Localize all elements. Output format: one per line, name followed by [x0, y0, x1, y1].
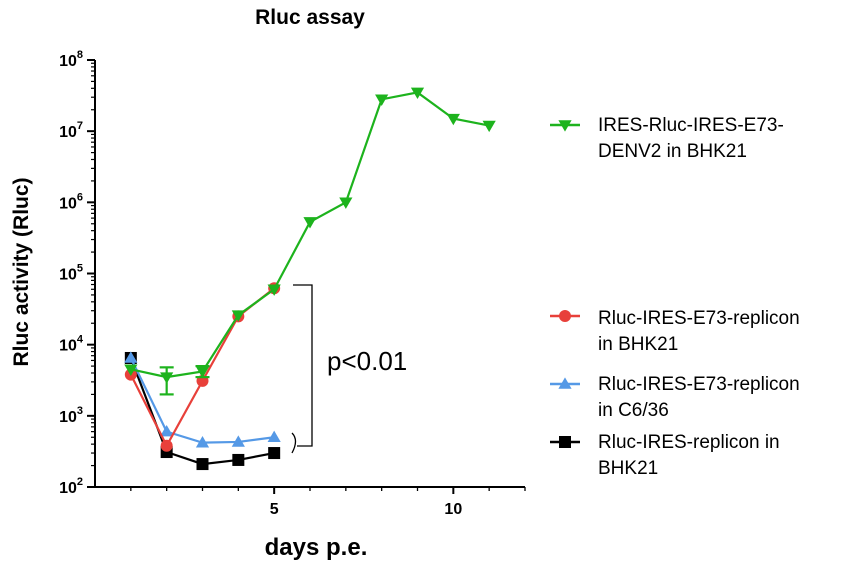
significance-bracket	[293, 284, 313, 447]
data-point	[410, 87, 425, 100]
y-tick-label: 105	[59, 263, 83, 284]
y-axis-label: Rluc activity (Rluc)	[10, 177, 33, 366]
data-point	[232, 453, 245, 466]
y-tick-label: 108	[59, 49, 83, 70]
data-point	[268, 447, 281, 460]
data-point	[231, 310, 245, 322]
data-point	[375, 94, 389, 106]
x-tick-label: 5	[270, 501, 279, 518]
legend-entry-1: Rluc-IRES-E73-replicon in BHK21	[550, 308, 800, 355]
significance-annotation: p<0.01	[291, 284, 407, 454]
data-point	[160, 425, 174, 437]
significance-small-bracket	[291, 432, 297, 454]
data-point	[195, 436, 210, 448]
legend-entry-2: Rluc-IRES-E73-replicon in C6/36	[550, 374, 800, 421]
legend-label: BHK21	[598, 458, 658, 479]
legend-entry-3: Rluc-IRES-replicon in BHK21	[550, 432, 780, 479]
legend-label: Rluc-IRES-replicon in	[598, 432, 780, 453]
legend-label: Rluc-IRES-E73-replicon	[598, 374, 800, 395]
series-0	[124, 87, 496, 396]
series-marks	[124, 87, 496, 471]
data-point	[482, 120, 496, 133]
legend-label: Rluc-IRES-E73-replicon	[598, 308, 800, 329]
data-point	[124, 351, 138, 363]
legend-swatch-marker	[559, 436, 571, 448]
chart-title: Rluc assay	[255, 6, 365, 29]
legend-label: in BHK21	[598, 334, 678, 355]
legend-swatch-marker	[558, 120, 572, 132]
legend-swatch-marker	[558, 377, 572, 389]
plot-area: 102 103 104 105 106 107 108 5 10	[59, 49, 526, 518]
data-point	[196, 458, 209, 471]
data-point	[160, 372, 174, 384]
legend-entry-0: IRES-Rluc-IRES-E73- DENV2 in BHK21	[550, 115, 784, 162]
series-line	[130, 91, 490, 379]
y-tick-label: 106	[59, 191, 83, 212]
p-value-label: p<0.01	[327, 346, 407, 376]
data-point	[195, 366, 210, 379]
legend: IRES-Rluc-IRES-E73- DENV2 in BHK21 Rluc-IR…	[550, 115, 800, 479]
data-point	[267, 284, 281, 296]
data-point	[446, 113, 460, 126]
series-2	[124, 351, 281, 448]
y-tick-label: 104	[59, 334, 84, 355]
legend-label: in C6/36	[598, 400, 669, 421]
data-point	[267, 430, 281, 443]
data-point	[124, 364, 138, 376]
x-tick-label: 10	[444, 501, 462, 518]
data-point	[231, 435, 245, 447]
data-point	[160, 439, 173, 452]
data-point	[303, 217, 317, 229]
y-tick-label: 103	[59, 405, 83, 426]
y-tick-label: 102	[59, 476, 83, 497]
x-axis-label: days p.e.	[265, 534, 368, 561]
legend-label: DENV2 in BHK21	[598, 141, 747, 162]
legend-label: IRES-Rluc-IRES-E73-	[598, 115, 784, 136]
y-tick-label: 107	[59, 120, 83, 141]
legend-swatch-marker	[559, 310, 571, 322]
data-point	[339, 197, 353, 209]
